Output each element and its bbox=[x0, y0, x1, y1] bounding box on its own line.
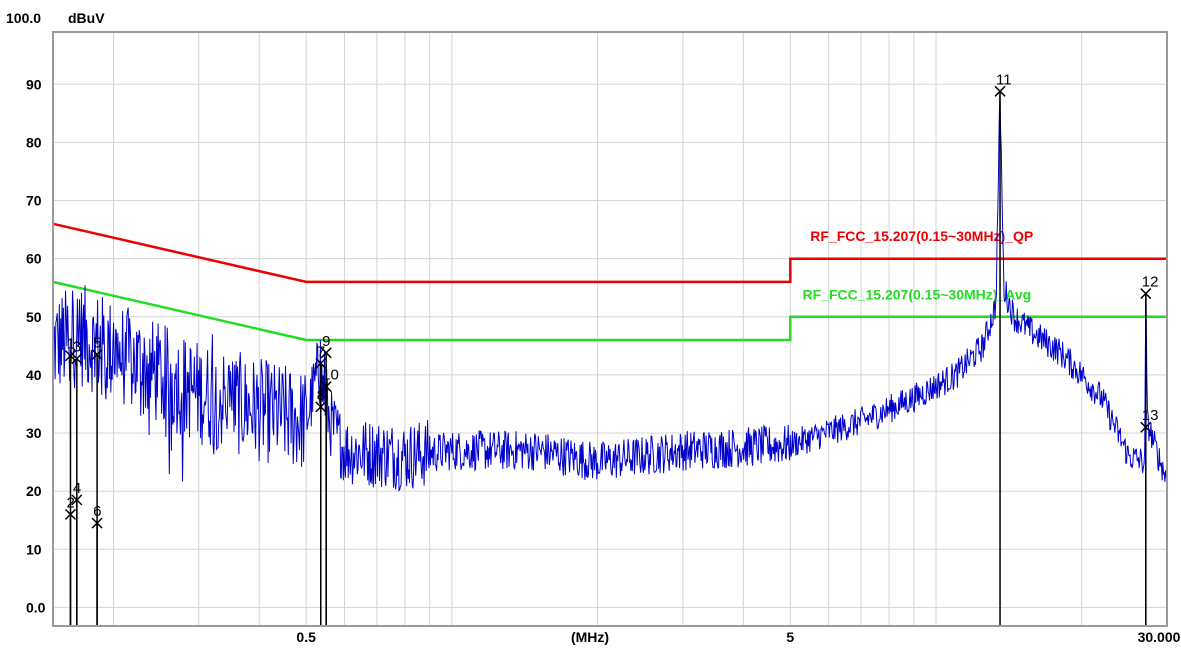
y-tick-label: 80 bbox=[26, 134, 42, 150]
marker-label: 7 bbox=[317, 343, 325, 360]
avg-limit-label: RF_FCC_15.207(0.15~30MHz)_Avg bbox=[803, 286, 1032, 302]
marker-cross bbox=[315, 357, 327, 369]
y-tick-label: 30 bbox=[26, 425, 42, 441]
marker-cross bbox=[91, 349, 103, 361]
y-tick-label: 70 bbox=[26, 193, 42, 209]
marker-cross bbox=[91, 517, 103, 529]
axis-labels: 90 80 70 60 50 40 30 20 10 0.0 0.5 5 30.000 bbox=[26, 76, 1181, 645]
marker-cross bbox=[64, 350, 77, 362]
qp-limit-label: RF_FCC_15.207(0.15~30MHz)_QP bbox=[810, 228, 1033, 244]
marker-label: 11 bbox=[996, 71, 1012, 88]
marker-cross bbox=[64, 508, 77, 520]
marker-label: 10 bbox=[322, 367, 339, 384]
y-tick-label: 60 bbox=[26, 251, 42, 267]
marker-cross bbox=[994, 85, 1006, 97]
marker-label: 5 bbox=[93, 335, 101, 352]
marker-cross bbox=[71, 353, 83, 365]
measured-trace bbox=[52, 90, 1168, 492]
marker-cross bbox=[1140, 288, 1152, 300]
marker-label: 3 bbox=[73, 339, 81, 356]
x-tick-label: 0.5 bbox=[296, 629, 316, 645]
plot-frame bbox=[52, 31, 1168, 627]
marker-label: 6 bbox=[93, 503, 101, 520]
marker-label: 13 bbox=[1142, 407, 1159, 424]
x-unit-label: (MHz) bbox=[571, 629, 609, 645]
marker-label: 1 bbox=[66, 336, 74, 353]
series-layer bbox=[52, 90, 1168, 492]
marker-label: 4 bbox=[73, 480, 81, 497]
x-tick-label: 30.000 bbox=[1138, 629, 1181, 645]
marker-cross bbox=[71, 494, 83, 506]
y-max-label: 100.0 bbox=[6, 10, 41, 26]
marker-cross bbox=[1140, 421, 1152, 433]
marker-label: 8 bbox=[317, 387, 325, 404]
qp-limit-line bbox=[52, 222, 1167, 284]
marker-label: 9 bbox=[322, 333, 330, 350]
marker-cross bbox=[320, 347, 332, 359]
y-tick-label: 40 bbox=[26, 367, 42, 383]
marker-cross bbox=[315, 401, 327, 413]
avg-limit-line bbox=[52, 280, 1167, 342]
marker-label: 2 bbox=[66, 494, 74, 511]
y-tick-label: 20 bbox=[26, 483, 42, 499]
y-tick-label: 90 bbox=[26, 76, 42, 92]
y-tick-label: 0.0 bbox=[26, 599, 46, 615]
y-tick-label: 50 bbox=[26, 309, 42, 325]
marker-cross bbox=[320, 381, 332, 393]
limit-lines: RF_FCC_15.207(0.15~30MHz)_QP RF_FCC_15.20… bbox=[52, 222, 1167, 342]
y-tick-label: 10 bbox=[26, 541, 42, 557]
y-unit-label: dBuV bbox=[68, 10, 105, 26]
x-tick-label: 5 bbox=[786, 629, 794, 645]
marker-label: 12 bbox=[1142, 274, 1159, 291]
